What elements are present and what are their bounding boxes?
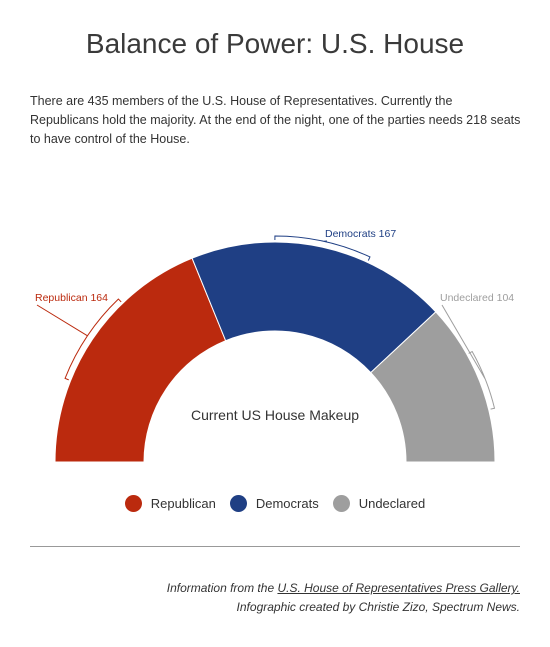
footer: Information from the U.S. House of Repre… <box>30 579 520 617</box>
legend-item-undeclared[interactable]: Undeclared <box>332 495 426 512</box>
legend-swatch-republican <box>124 495 142 512</box>
slice-label-democrats: Democrats 167 <box>325 228 396 240</box>
source-line: Information from the U.S. House of Repre… <box>30 579 520 598</box>
credit-line: Infographic created by Christie Zizo, Sp… <box>236 600 520 614</box>
leader-line-undeclared <box>441 304 496 410</box>
house-makeup-chart: Republican 164 Democrats 167 Undeclared 10… <box>35 228 514 463</box>
leader-line-democrats <box>274 235 371 261</box>
legend-item-republican[interactable]: Republican <box>124 495 216 512</box>
legend-label-republican: Republican <box>150 496 216 511</box>
chart-center-label: Current US House Makeup <box>191 407 359 423</box>
source-prefix: Information from the <box>166 581 278 595</box>
legend-label-democrats: Democrats <box>255 496 319 511</box>
chart-legend: Republican Democrats Undeclared <box>0 495 550 512</box>
source-link[interactable]: U.S. House of Representatives Press Gall… <box>277 581 520 595</box>
legend-item-democrats[interactable]: Democrats <box>229 495 319 512</box>
slice-undeclared[interactable] <box>370 311 496 463</box>
slice-republican[interactable] <box>54 257 227 463</box>
footer-divider <box>30 546 520 547</box>
intro-text: There are 435 members of the U.S. House … <box>30 94 521 146</box>
legend-swatch-democrats <box>229 495 247 512</box>
slice-democrats[interactable] <box>191 241 437 374</box>
legend-label-undeclared: Undeclared <box>358 496 426 511</box>
page-title: Balance of Power: U.S. House <box>85 28 465 59</box>
legend-swatch-undeclared <box>332 495 350 512</box>
slice-label-republican: Republican 164 <box>35 292 108 304</box>
leader-line-republican <box>36 298 122 381</box>
slice-label-undeclared: Undeclared 104 <box>440 292 514 304</box>
